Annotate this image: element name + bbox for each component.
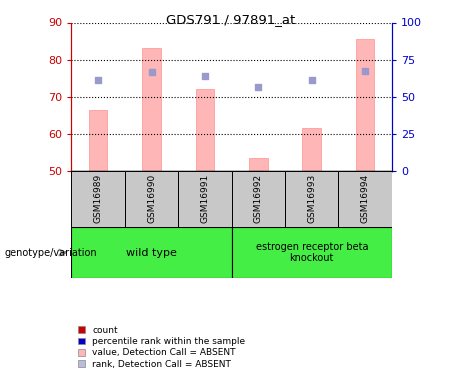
Point bbox=[361, 68, 369, 74]
Text: wild type: wild type bbox=[126, 248, 177, 258]
Text: GSM16993: GSM16993 bbox=[307, 173, 316, 223]
Bar bbox=[231, 227, 392, 278]
Text: estrogen receptor beta
knockout: estrogen receptor beta knockout bbox=[255, 242, 368, 263]
Bar bbox=[356, 39, 374, 171]
Point bbox=[201, 73, 209, 79]
Bar bbox=[178, 171, 231, 227]
Text: GSM16992: GSM16992 bbox=[254, 174, 263, 223]
Bar bbox=[89, 110, 107, 171]
Text: genotype/variation: genotype/variation bbox=[5, 248, 97, 258]
Bar bbox=[125, 171, 178, 227]
Bar bbox=[142, 48, 161, 171]
Bar bbox=[231, 171, 285, 227]
Point bbox=[308, 77, 315, 83]
Text: GSM16994: GSM16994 bbox=[361, 174, 370, 223]
Bar bbox=[249, 158, 268, 171]
Bar bbox=[285, 171, 338, 227]
Point bbox=[95, 77, 102, 83]
Bar bbox=[338, 171, 392, 227]
Point bbox=[148, 69, 155, 75]
Bar bbox=[71, 227, 231, 278]
Point bbox=[254, 84, 262, 90]
Text: GSM16990: GSM16990 bbox=[147, 173, 156, 223]
Text: GSM16989: GSM16989 bbox=[94, 173, 103, 223]
Bar bbox=[302, 128, 321, 171]
Bar bbox=[195, 89, 214, 171]
Text: GDS791 / 97891_at: GDS791 / 97891_at bbox=[166, 13, 295, 26]
Bar bbox=[71, 171, 125, 227]
Legend: count, percentile rank within the sample, value, Detection Call = ABSENT, rank, : count, percentile rank within the sample… bbox=[76, 324, 247, 370]
Text: GSM16991: GSM16991 bbox=[201, 173, 209, 223]
